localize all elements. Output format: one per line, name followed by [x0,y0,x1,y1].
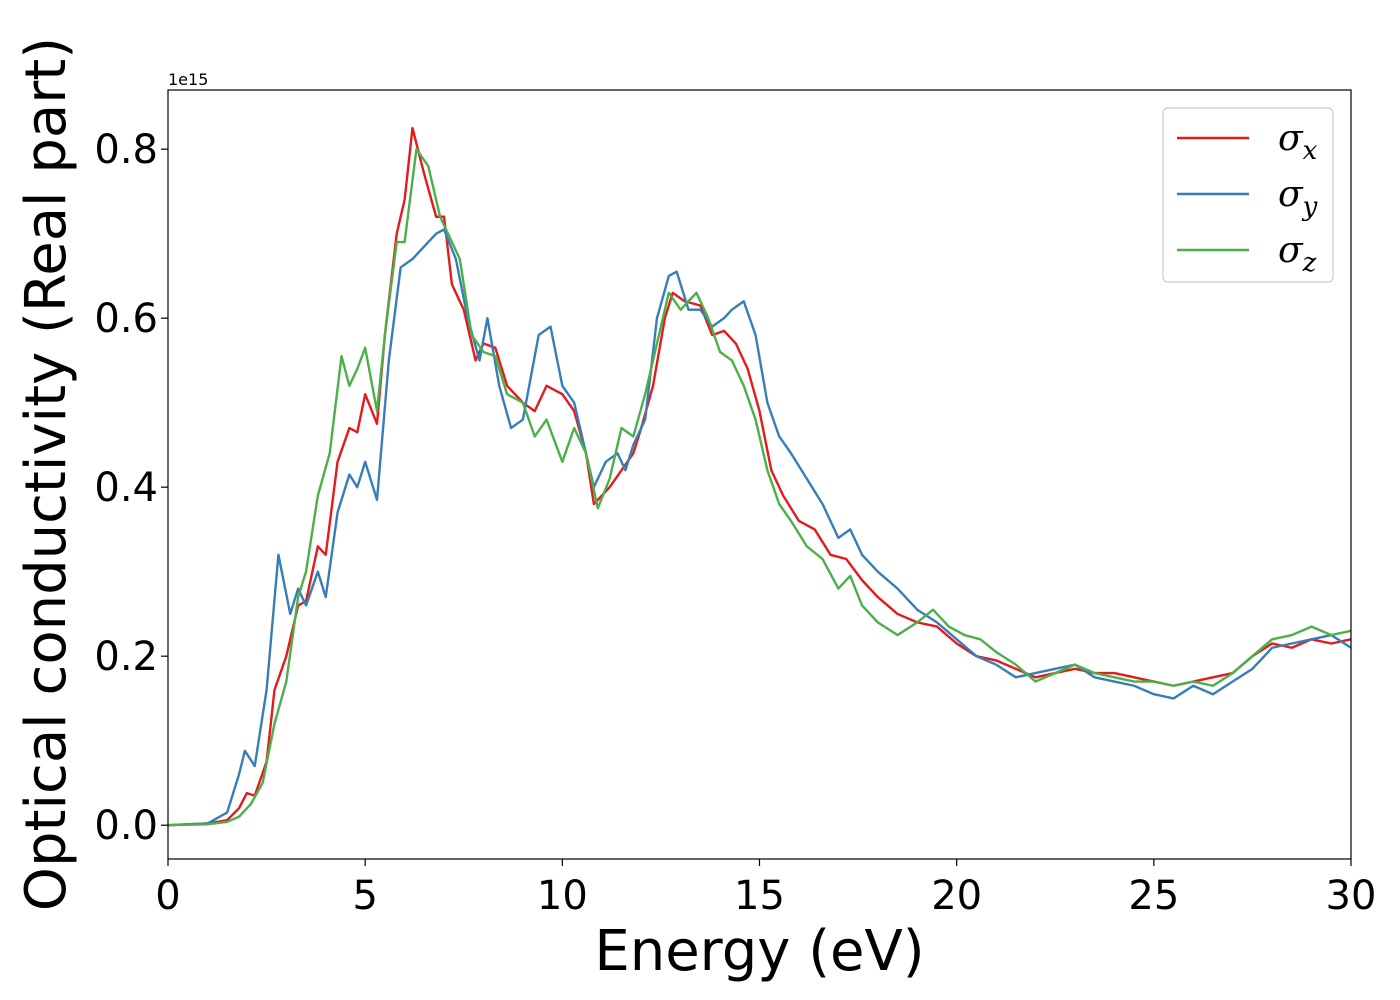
y-tick-label: 0.4 [94,465,158,511]
x-tick-label: 25 [1128,873,1179,919]
legend: σx σy σz [1162,107,1334,283]
y-tick-label: 0.6 [94,296,158,342]
x-tick-label: 20 [931,873,982,919]
y-axis-ticks: 0.0 0.2 0.4 0.6 0.8 [94,127,168,849]
y-tick-label: 0.2 [94,634,158,680]
x-tick-label: 0 [155,873,180,919]
x-axis-label: Energy (eV) [594,919,924,984]
y-tick-label: 0.8 [94,127,158,173]
legend-label-x: σx [1278,118,1318,166]
legend-label-z: σz [1278,230,1317,278]
series-layer [167,126,1352,827]
x-tick-label: 30 [1326,873,1377,919]
x-tick-label: 10 [537,873,588,919]
series-line-z [167,147,1352,827]
legend-label-y: σy [1278,174,1318,222]
plot-area [168,90,1351,859]
y-axis-label: Optical conductivity (Real part) [14,37,79,911]
y-tick-label: 0.0 [94,803,158,849]
y-offset-text: 1e15 [168,70,208,89]
x-tick-label: 5 [352,873,377,919]
x-axis-ticks: 0 5 10 15 20 25 30 [155,859,1376,919]
x-tick-label: 15 [734,873,785,919]
